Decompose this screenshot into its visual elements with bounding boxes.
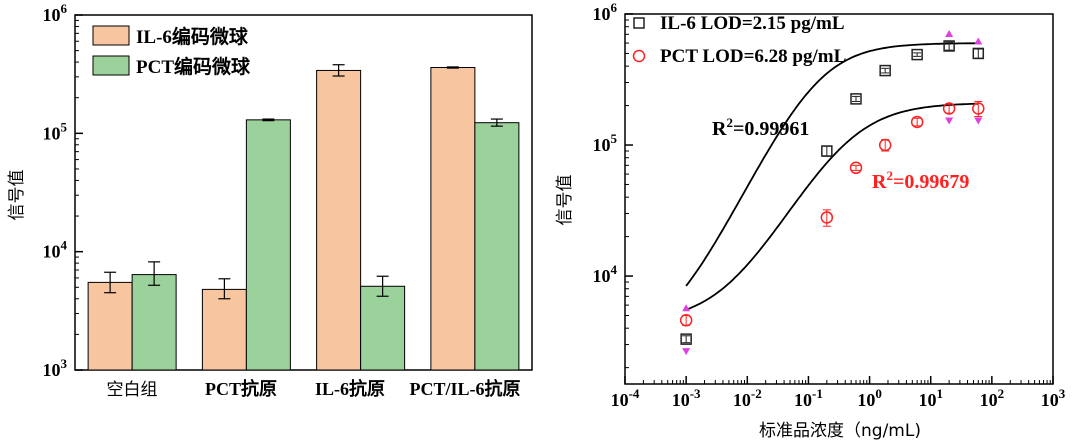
- outlier-arrow: [974, 37, 983, 45]
- legend-label-pct-lod: PCT LOD=6.28 pg/mL: [660, 46, 846, 67]
- left-x-axis: 空白组 PCT抗原 IL-6抗原 PCT/IL-6抗原: [107, 378, 521, 400]
- data-point-circle: [972, 102, 985, 115]
- y-tick-label: 104: [43, 238, 68, 262]
- category-label: PCT/IL-6抗原: [409, 378, 520, 399]
- legend-swatch-pct: [92, 55, 130, 76]
- scatter-chart: 10-4 10-3 10-2 10-1 100 101 102 103 104 105 106 信号…: [555, 0, 1066, 441]
- data-point-square: [680, 333, 692, 345]
- x-tick-label: 10-4: [611, 386, 640, 410]
- fit-curves: [685, 42, 979, 311]
- category-label: 空白组: [107, 380, 158, 400]
- bar-chart: 103 104 105 106 空白组 PCT抗原 IL-6抗原 PCT/IL-6抗原…: [7, 1, 533, 400]
- category-label: IL-6抗原: [315, 378, 385, 399]
- outlier-arrow: [945, 29, 954, 37]
- x-tick-label: 102: [980, 386, 1005, 410]
- x-tick-label: 10-2: [733, 386, 762, 410]
- bar-pct: [360, 285, 406, 371]
- data-point-circle: [910, 115, 924, 129]
- left-y-axis: 103 104 105 106: [43, 1, 83, 380]
- r2-label-pct: R2=0.99679: [872, 168, 969, 193]
- right-x-axis-title: 标准品浓度（ng/mL): [759, 421, 921, 441]
- x-tick-label: 101: [918, 386, 943, 410]
- outlier-arrow: [682, 304, 691, 312]
- fit-curve-il6: [685, 42, 979, 287]
- y-tick-label: 103: [43, 356, 68, 380]
- y-tick-label: 105: [593, 131, 618, 155]
- bar-pct: [245, 119, 291, 371]
- right-plot-frame: [624, 13, 1054, 385]
- bar-il6: [430, 67, 476, 371]
- left-plot-frame: [74, 14, 533, 371]
- data-point-circle: [849, 161, 863, 175]
- r2-exponent: 2: [726, 115, 733, 130]
- y-tick-label: 105: [43, 119, 68, 143]
- data-point-square: [850, 93, 862, 105]
- r2-label-il6: R2=0.99961: [712, 115, 809, 140]
- data-point-square: [972, 47, 985, 60]
- x-tick-label: 103: [1041, 386, 1066, 410]
- outlier-arrow: [974, 117, 983, 125]
- legend-marker-square: [633, 17, 645, 29]
- x-tick-label: 10-1: [794, 386, 823, 410]
- fit-curve-pct: [685, 102, 979, 311]
- r2-value: =0.99679: [893, 171, 969, 193]
- r2-value: =0.99961: [733, 118, 809, 140]
- data-point-circle: [820, 211, 834, 224]
- bar-il6: [87, 281, 133, 371]
- left-y-axis-title: 信号值: [7, 170, 27, 221]
- legend-swatch-il6: [92, 25, 130, 46]
- bar-pct: [131, 274, 177, 371]
- outlier-arrow: [945, 117, 954, 125]
- legend-marker-circle: [632, 49, 646, 63]
- right-axes: 10-4 10-3 10-2 10-1 100 101 102 103 104 105 106: [593, 0, 1066, 410]
- data-point-square: [879, 64, 891, 77]
- left-legend: IL-6编码微球 PCT编码微球: [92, 25, 251, 78]
- outlier-arrow: [682, 348, 691, 356]
- data-points: [679, 29, 985, 356]
- data-point-circle: [878, 138, 892, 152]
- right-legend: IL-6 LOD=2.15 pg/mL PCT LOD=6.28 pg/mL: [632, 13, 846, 67]
- legend-label-pct: PCT编码微球: [136, 55, 251, 78]
- data-point-circle: [679, 313, 693, 327]
- y-tick-label: 106: [593, 0, 618, 24]
- right-y-axis-title: 信号值: [555, 175, 575, 226]
- bar-il6: [201, 288, 247, 371]
- data-point-square: [943, 40, 955, 52]
- y-tick-label: 104: [593, 262, 618, 286]
- x-tick-label: 10-3: [672, 386, 701, 410]
- bar-il6: [316, 69, 362, 371]
- bar-pct: [474, 122, 520, 371]
- data-point-square: [821, 145, 833, 157]
- r2-symbol: R: [712, 118, 727, 140]
- bar-group: [87, 64, 520, 371]
- r2-symbol: R: [872, 171, 887, 193]
- legend-label-il6: IL-6编码微球: [136, 25, 249, 48]
- legend-label-il6-lod: IL-6 LOD=2.15 pg/mL: [660, 13, 845, 34]
- data-point-square: [911, 48, 923, 61]
- y-tick-label: 106: [43, 1, 68, 25]
- r2-exponent: 2: [886, 168, 893, 183]
- x-tick-label: 100: [857, 386, 882, 410]
- category-label: PCT抗原: [205, 378, 277, 399]
- data-point-circle: [942, 102, 956, 115]
